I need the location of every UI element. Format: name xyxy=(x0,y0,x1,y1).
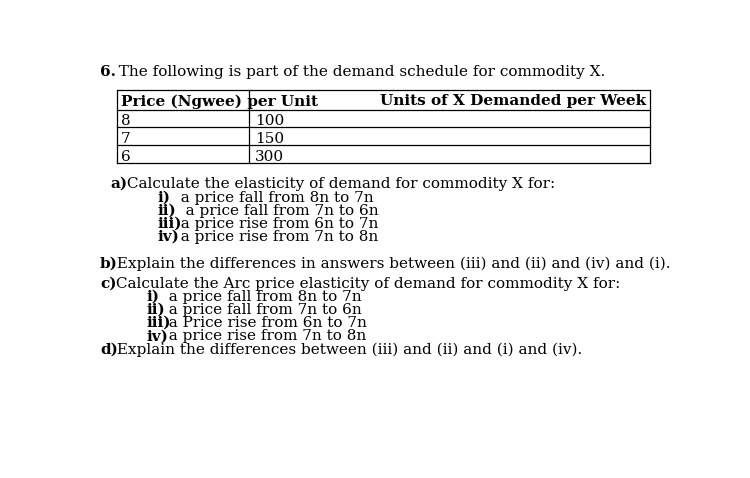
Text: a price rise from 7n to 8n: a price rise from 7n to 8n xyxy=(159,329,366,343)
Text: Calculate the elasticity of demand for commodity X for:: Calculate the elasticity of demand for c… xyxy=(122,177,555,191)
Text: a price rise from 6n to 7n: a price rise from 6n to 7n xyxy=(171,217,379,231)
Text: a price fall from 7n to 6n: a price fall from 7n to 6n xyxy=(171,204,379,217)
Text: 6.: 6. xyxy=(100,65,116,79)
Text: a price fall from 8n to 7n: a price fall from 8n to 7n xyxy=(159,290,362,304)
Text: iii): iii) xyxy=(158,217,182,231)
Text: a price rise from 7n to 8n: a price rise from 7n to 8n xyxy=(171,230,379,244)
Text: iv): iv) xyxy=(146,329,168,343)
Text: Price (Ngwee) per Unit: Price (Ngwee) per Unit xyxy=(121,94,318,109)
Text: Explain the differences between (iii) and (ii) and (i) and (iv).: Explain the differences between (iii) an… xyxy=(112,342,582,357)
Text: 100: 100 xyxy=(255,114,284,128)
Text: iii): iii) xyxy=(146,316,171,330)
Text: i): i) xyxy=(158,191,170,205)
Text: The following is part of the demand schedule for commodity X.: The following is part of the demand sche… xyxy=(110,65,605,79)
Text: 7: 7 xyxy=(121,132,130,146)
Text: 300: 300 xyxy=(255,150,284,164)
Text: 8: 8 xyxy=(121,114,130,128)
Text: a price fall from 7n to 6n: a price fall from 7n to 6n xyxy=(159,303,362,317)
Text: b): b) xyxy=(100,257,118,271)
Text: 150: 150 xyxy=(255,132,284,146)
Text: Explain the differences in answers between (iii) and (ii) and (iv) and (i).: Explain the differences in answers betwe… xyxy=(112,257,670,271)
Text: Units of X Demanded per Week: Units of X Demanded per Week xyxy=(380,94,646,109)
Text: c): c) xyxy=(100,277,116,291)
Text: Calculate the Arc price elasticity of demand for commodity X for:: Calculate the Arc price elasticity of de… xyxy=(111,277,620,291)
Text: ii): ii) xyxy=(146,303,165,317)
Text: ii): ii) xyxy=(158,204,176,217)
Text: i): i) xyxy=(146,290,160,304)
Text: a): a) xyxy=(111,177,128,191)
Text: a Price rise from 6n to 7n: a Price rise from 6n to 7n xyxy=(159,316,367,330)
Text: a price fall from 8n to 7n: a price fall from 8n to 7n xyxy=(171,191,374,205)
Text: d): d) xyxy=(100,342,118,356)
Text: 6: 6 xyxy=(121,150,130,164)
Text: iv): iv) xyxy=(158,230,179,244)
